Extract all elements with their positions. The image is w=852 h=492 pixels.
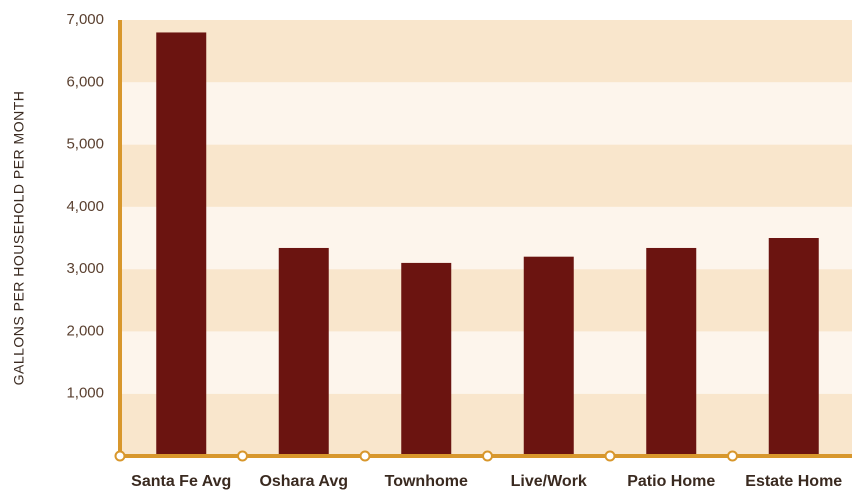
bar — [156, 32, 207, 456]
grid-band — [120, 82, 852, 145]
x-tick-label: Santa Fe Avg — [131, 473, 231, 490]
y-axis-label: GALLONS PER HOUSEHOLD PER MONTH — [11, 91, 27, 386]
x-tick-label: Patio Home — [627, 473, 715, 490]
y-tick-label: 6,000 — [66, 73, 104, 90]
axis-node — [727, 450, 738, 462]
axis-node — [604, 450, 616, 462]
bar — [768, 238, 819, 456]
axis-node — [359, 450, 371, 462]
y-tick-label: 4,000 — [66, 198, 104, 215]
bar — [523, 256, 574, 456]
grid-band — [120, 144, 852, 207]
y-tick-label: 1,000 — [66, 385, 104, 402]
y-tick-label: 2,000 — [66, 322, 104, 339]
bar — [401, 262, 452, 456]
axis-node — [482, 450, 493, 462]
grid-band — [120, 331, 852, 394]
bar — [278, 247, 329, 456]
y-tick-label: 7,000 — [66, 11, 104, 28]
y-tick-label: 5,000 — [66, 136, 104, 153]
axis-node — [114, 450, 126, 462]
grid-band — [120, 20, 852, 83]
x-tick-label: Live/Work — [511, 473, 587, 490]
y-tick-label: 3,000 — [66, 260, 104, 277]
x-tick-label: Oshara Avg — [259, 473, 348, 490]
bar — [646, 247, 697, 456]
grid-band — [120, 206, 852, 270]
x-tick-label: Townhome — [385, 473, 468, 490]
grid-band — [120, 269, 852, 332]
grid-band — [120, 393, 852, 456]
x-tick-label: Estate Home — [745, 473, 842, 490]
axis-node — [237, 450, 248, 462]
